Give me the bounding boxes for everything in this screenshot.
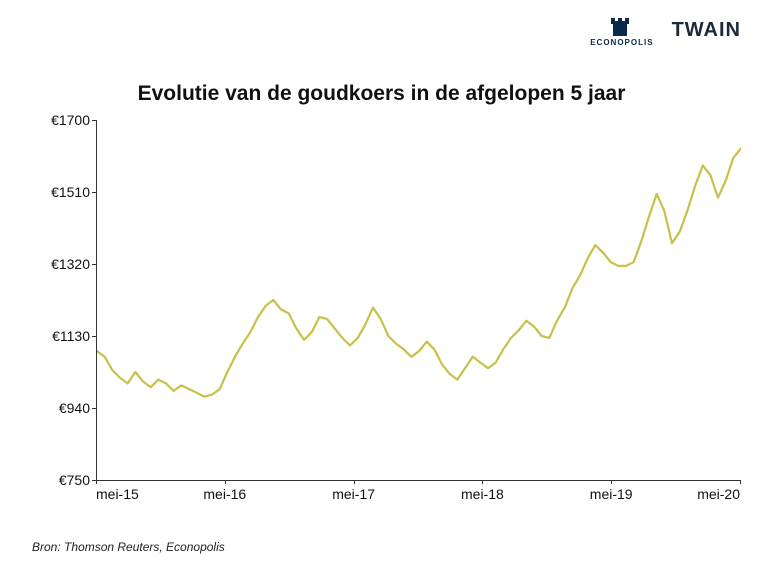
x-tick-label: mei-17 bbox=[332, 486, 375, 502]
gold-price-line bbox=[97, 148, 741, 396]
x-tick-label: mei-19 bbox=[590, 486, 633, 502]
y-axis: €750€940€1130€1320€1510€1700 bbox=[30, 120, 90, 480]
twain-logo: TWAIN bbox=[672, 19, 741, 42]
x-tick-label: mei-16 bbox=[203, 486, 246, 502]
y-tick-mark bbox=[92, 264, 96, 265]
logo-bar: ECONOPOLIS TWAIN bbox=[590, 14, 741, 47]
y-tick-label: €1320 bbox=[30, 256, 90, 272]
y-tick-label: €1510 bbox=[30, 184, 90, 200]
plot-area bbox=[96, 120, 741, 481]
chart-page: ECONOPOLIS TWAIN Evolutie van de goudkoe… bbox=[0, 0, 763, 572]
chart-area: €750€940€1130€1320€1510€1700 mei-15mei-1… bbox=[30, 120, 740, 510]
x-tick-mark bbox=[611, 480, 612, 484]
y-tick-mark bbox=[92, 192, 96, 193]
x-tick-mark bbox=[96, 480, 97, 484]
x-tick-label: mei-20 bbox=[697, 486, 740, 502]
y-tick-mark bbox=[92, 336, 96, 337]
line-chart-svg bbox=[97, 120, 741, 480]
x-tick-mark bbox=[225, 480, 226, 484]
y-tick-label: €750 bbox=[30, 472, 90, 488]
x-tick-mark bbox=[354, 480, 355, 484]
chart-title: Evolutie van de goudkoers in de afgelope… bbox=[0, 82, 763, 106]
y-tick-label: €940 bbox=[30, 400, 90, 416]
tower-icon bbox=[607, 14, 637, 36]
y-tick-label: €1130 bbox=[30, 328, 90, 344]
x-axis: mei-15 mei-16 mei-17 mei-18 mei-19 mei-20 bbox=[96, 482, 740, 506]
x-tick-label: mei-15 bbox=[96, 486, 139, 502]
x-tick-label: mei-18 bbox=[461, 486, 504, 502]
y-tick-mark bbox=[92, 408, 96, 409]
x-tick-mark bbox=[482, 480, 483, 484]
y-tick-label: €1700 bbox=[30, 112, 90, 128]
econopolis-logo-text: ECONOPOLIS bbox=[590, 38, 653, 47]
econopolis-logo: ECONOPOLIS bbox=[590, 14, 653, 47]
x-tick-mark bbox=[740, 480, 741, 484]
source-attribution: Bron: Thomson Reuters, Econopolis bbox=[32, 540, 225, 554]
y-tick-mark bbox=[92, 120, 96, 121]
